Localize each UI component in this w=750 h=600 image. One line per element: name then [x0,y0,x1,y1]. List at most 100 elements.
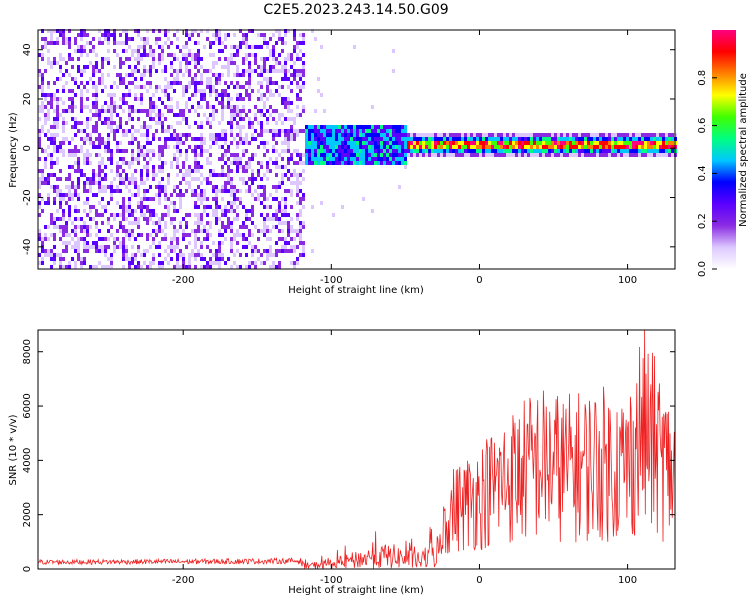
spectrogram-cell [143,113,146,117]
spectrogram-cell [419,133,422,137]
spectrogram-cell [77,265,80,269]
spectrogram-cell [194,145,197,149]
spectrogram-cell [101,117,104,121]
spectrogram-cell [56,121,59,125]
spectrogram-cell [368,157,371,161]
spectrogram-cell [116,125,119,129]
spectrogram-cell [113,181,116,185]
spectrogram-cell [218,61,221,65]
spectrogram-cell [659,149,662,153]
spectrogram-cell [98,261,101,265]
spectrogram-cell [581,133,584,137]
spectrogram-cell [272,145,275,149]
spectrogram-cell [500,141,503,145]
spectrogram-cell [182,253,185,257]
spectrogram-cell [383,137,386,141]
spectrogram-cell [131,201,134,205]
spectrogram-cell [47,261,50,265]
spectrogram-cell [287,225,290,229]
spectrogram-cell [74,145,77,149]
spectrogram-cell [65,229,68,233]
spectrogram-cell [248,93,251,97]
spectrogram-cell [299,253,302,257]
spectrogram-cell [635,137,638,141]
spectrogram-cell [194,81,197,85]
spectrogram-cell [347,129,350,133]
spectrogram-cell [275,29,278,33]
spectrogram-cell [134,245,137,249]
spectrogram-cell [308,137,311,141]
spectrogram-cell [59,193,62,197]
spectrogram-cell [611,145,614,149]
spectrogram-cell [188,237,191,241]
spectrogram-cell [89,89,92,93]
spectrogram-cell [245,225,248,229]
spectrogram-cell [161,53,164,57]
spectrogram-cell [518,137,521,141]
spectrogram-cell [101,225,104,229]
spectrogram-cell [305,73,308,77]
spectrogram-cell [95,81,98,85]
spectrogram-cell [38,37,41,41]
spectrogram-cell [230,201,233,205]
spectrogram-cell [95,205,98,209]
spectrogram-cell [170,45,173,49]
spectrogram-cell [71,257,74,261]
spectrogram-cell [134,77,137,81]
spectrogram-cell [194,125,197,129]
spectrogram-cell [179,257,182,261]
spectrogram-cell [83,257,86,261]
spectrogram-cell [80,181,83,185]
spectrogram-cell [98,145,101,149]
spectrogram-cell [41,185,44,189]
spectrogram-cell [158,197,161,201]
spectrogram-cell [185,253,188,257]
spectrogram-cell [254,201,257,205]
spectrogram-cell [239,137,242,141]
spectrogram-cell [281,241,284,245]
spectrogram-cell [209,253,212,257]
spectrogram-cell [551,153,554,157]
spectrogram-cell [218,177,221,181]
spectrogram-cell [65,41,68,45]
spectrogram-cell [353,133,356,137]
spectrogram-cell [83,217,86,221]
spectrogram-cell [290,133,293,137]
spectrogram-cell [188,169,191,173]
spectrogram-cell [98,161,101,165]
spectrogram-cell [242,229,245,233]
spectrogram-cell [440,133,443,137]
spectrogram-cell [116,81,119,85]
spectrogram-cell [83,45,86,49]
spectrogram-cell [662,141,665,145]
spectrogram-cell [623,149,626,153]
spectrogram-cell [119,241,122,245]
spectrogram-cell [437,145,440,149]
spectrogram-cell [422,141,425,145]
spectrogram-cell [344,145,347,149]
spectrogram-cell [170,149,173,153]
spectrogram-cell [212,61,215,65]
spectrogram-cell [218,241,221,245]
spectrogram-cell [320,177,323,181]
spectrogram-cell [275,241,278,245]
spectrogram-cell [221,169,224,173]
spectrogram-cell [302,257,305,261]
spectrogram-cell [299,233,302,237]
spectrogram-cell [41,125,44,129]
spectrogram-cell [224,57,227,61]
spectrogram-cell [320,105,323,109]
spectrogram-cell [383,153,386,157]
spectrogram-cell [503,133,506,137]
spectrogram-cell [53,101,56,105]
spectrogram-cell [386,149,389,153]
spectrogram-cell [125,93,128,97]
spectrogram-cell [197,117,200,121]
spectrogram-cell [158,37,161,41]
spectrogram-cell [62,229,65,233]
spectrogram-cell [128,233,131,237]
spectrogram-cell [56,233,59,237]
spectrogram-cell [173,145,176,149]
spectrogram-cell [152,177,155,181]
